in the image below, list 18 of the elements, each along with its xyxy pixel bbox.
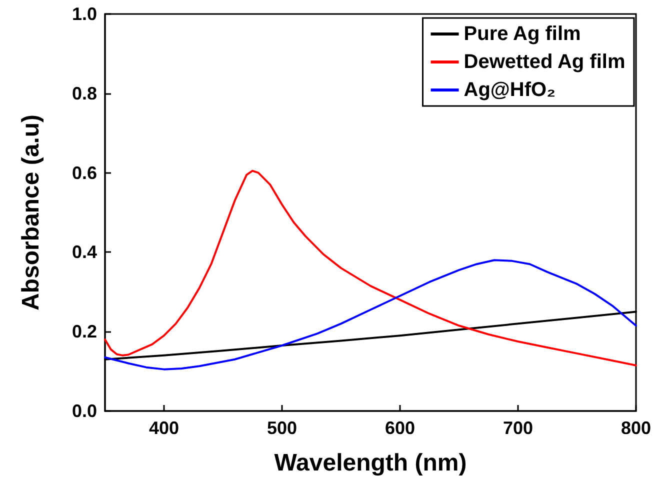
y-tick-label: 0.0 [72, 401, 97, 421]
line-series [104, 170, 637, 366]
x-tick-label: 500 [266, 418, 298, 438]
x-tick-label: 400 [148, 418, 180, 438]
y-tick-label: 0.2 [72, 322, 97, 342]
legend-label: Pure Ag film [464, 23, 581, 45]
line-series [104, 259, 637, 370]
legend-label: Ag@HfO₂ [464, 79, 556, 101]
x-axis-title: Wavelength (nm) [274, 450, 467, 476]
x-tick-label: 600 [384, 418, 416, 438]
y-tick-label: 1.0 [72, 4, 97, 24]
y-axis-title: Absorbance (a.u) [18, 114, 44, 311]
y-tick-label: 0.4 [72, 242, 97, 262]
y-tick-label: 0.6 [72, 162, 97, 183]
x-tick-label: 700 [502, 418, 534, 438]
y-tick-label: 0.8 [72, 83, 97, 104]
legend-label: Dewetted Ag film [464, 51, 626, 73]
x-tick-label: 800 [620, 418, 652, 438]
